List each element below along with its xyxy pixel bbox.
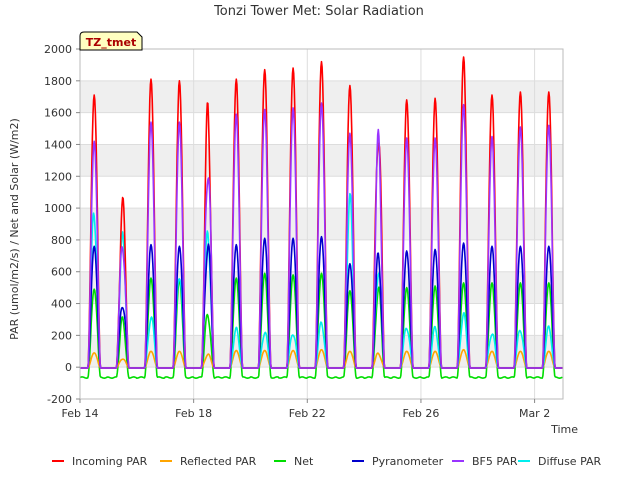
legend-item-bf5: BF5 PAR	[452, 455, 518, 468]
x-axis-label: Time	[550, 423, 578, 436]
plot-band	[80, 335, 563, 368]
legend-label: Net	[294, 455, 314, 468]
plot-band	[80, 271, 563, 304]
y-tick-label: 0	[65, 361, 72, 374]
y-tick-label: 200	[51, 329, 72, 342]
x-tick-label: Feb 18	[175, 407, 212, 420]
y-tick-label: 600	[51, 266, 72, 279]
y-tick-label: 1200	[44, 170, 72, 183]
site-tag-label: TZ_tmet	[86, 36, 136, 49]
legend-item-incoming: Incoming PAR	[52, 455, 148, 468]
y-axis-ticks: -200 0 200 400 600 800 1000 1200 1400 1600 1800 200…	[44, 43, 80, 406]
series-layer	[79, 56, 563, 379]
series-line-net	[79, 272, 563, 379]
legend-label: Reflected PAR	[180, 455, 257, 468]
plot-band	[80, 144, 563, 177]
x-axis-ticks: Feb 14 Feb 18 Feb 22 Feb 26 Mar 2	[62, 399, 550, 420]
y-tick-label: 1800	[44, 75, 72, 88]
x-tick-label: Feb 14	[62, 407, 99, 420]
series-line-bf5	[79, 102, 563, 369]
x-tick-label: Feb 26	[402, 407, 439, 420]
legend-item-pyranometer: Pyranometer	[352, 455, 444, 468]
chart-title: Tonzi Tower Met: Solar Radiation	[213, 4, 424, 19]
plot-frame	[79, 48, 564, 400]
legend: Incoming PAR Reflected PAR Net Pyranometer B…	[52, 455, 602, 468]
x-tick-label: Mar 2	[519, 407, 550, 420]
y-tick-label: 800	[51, 234, 72, 247]
legend-item-reflected: Reflected PAR	[160, 455, 257, 468]
y-tick-label: 2000	[44, 43, 72, 56]
legend-item-net: Net	[274, 455, 314, 468]
y-tick-label: 1000	[44, 202, 72, 215]
legend-label: Pyranometer	[372, 455, 444, 468]
y-tick-label: 400	[51, 298, 72, 311]
plot-band	[80, 208, 563, 240]
legend-label: Diffuse PAR	[538, 455, 602, 468]
site-tag-box	[79, 31, 143, 51]
site-tag: TZ_tmet	[79, 31, 143, 51]
legend-label: Incoming PAR	[72, 455, 148, 468]
y-tick-label: -200	[47, 393, 72, 406]
y-axis-label: PAR (umol/m2/s) / Net and Solar (W/m2)	[8, 118, 21, 340]
y-tick-label: 1600	[44, 107, 72, 120]
x-tick-label: Feb 22	[289, 407, 326, 420]
y-tick-label: 1400	[44, 138, 72, 151]
legend-label: BF5 PAR	[472, 455, 518, 468]
legend-item-diffuse: Diffuse PAR	[518, 455, 602, 468]
